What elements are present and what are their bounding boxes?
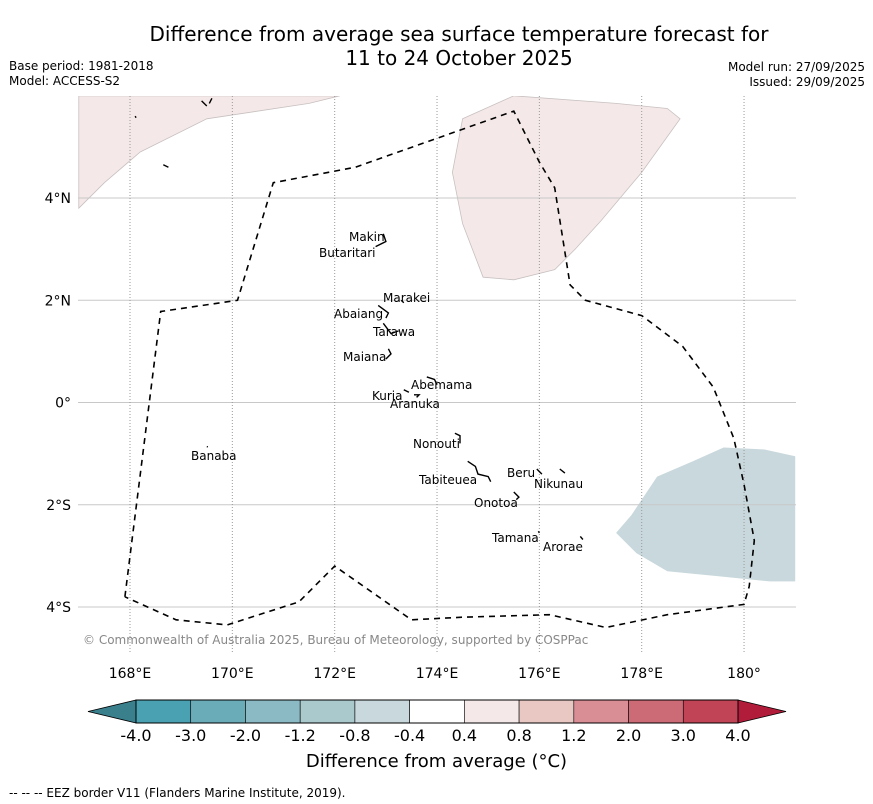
colorbar-tick-label: -3.0	[175, 726, 206, 745]
island-shape	[134, 115, 137, 119]
lon-tick-label: 178°E	[620, 666, 663, 682]
island-shape	[536, 468, 543, 475]
island-label-makin: Makin	[349, 230, 385, 244]
island-label-marakei: Marakei	[383, 291, 430, 305]
colorbar-bin	[464, 699, 520, 724]
island-shape	[426, 376, 438, 385]
island-label-abaiang: Abaiang	[334, 307, 383, 321]
island-label-beru: Beru	[507, 466, 535, 480]
title-line-1: Difference from average sea surface temp…	[149, 22, 769, 46]
longitude-labels: 168°E 170°E 172°E 174°E 176°E 178°E 180°	[109, 666, 761, 682]
island-shape	[513, 491, 520, 501]
copyright-notice: © Commonwealth of Australia 2025, Bureau…	[83, 633, 588, 647]
lon-tick-label: 172°E	[313, 666, 356, 682]
island-shape	[559, 468, 566, 474]
island-label-tamana: Tamana	[491, 531, 539, 545]
island-shape	[377, 304, 390, 319]
lon-tick-label: 174°E	[416, 666, 459, 682]
anomaly-regions	[78, 96, 796, 582]
colorbar-bin	[135, 699, 192, 724]
lon-tick-label: 180°	[727, 666, 761, 682]
base-period: Base period: 1981-2018	[9, 59, 154, 73]
island-shape	[382, 322, 399, 335]
lat-tick-label: 4°S	[46, 600, 71, 616]
map-title: Difference from average sea surface temp…	[0, 22, 873, 70]
colorbar-title: Difference from average (°C)	[305, 751, 568, 772]
island-shape	[537, 530, 540, 534]
colorbar-over-arrow	[737, 699, 787, 724]
island-shape	[454, 432, 461, 444]
island-label-aranuka: Aranuka	[390, 397, 440, 411]
island-label-arorae: Arorae	[543, 540, 583, 554]
colorbar-tick-label: 2.0	[616, 726, 641, 745]
graticule	[78, 96, 796, 654]
lat-tick-label: 0°	[55, 396, 71, 412]
colorbar-bin	[190, 699, 246, 724]
region-warm-anomaly-north-central	[451, 96, 681, 281]
latitude-labels: 4°N 2°N 0° 2°S 4°S	[45, 191, 72, 616]
eez-legend-note: -- -- -- EEZ border V11 (Flanders Marine…	[9, 786, 346, 800]
lon-tick-label: 168°E	[109, 666, 152, 682]
island-shape	[403, 389, 410, 393]
island-label-butaritari: Butaritari	[319, 246, 376, 260]
island-shape	[206, 445, 209, 448]
island-label-nikunau: Nikunau	[534, 477, 583, 491]
island-label-kuria: Kuria	[372, 389, 403, 403]
colorbar-tick-label: -0.8	[339, 726, 370, 745]
colorbar-frame	[135, 699, 739, 724]
region-warm-anomaly-northwest	[78, 96, 340, 210]
meta-right: Model run: 27/09/2025 Issued: 29/09/2025	[728, 60, 865, 90]
colorbar-bin	[245, 699, 301, 724]
island-shape	[208, 97, 213, 104]
island-shape	[579, 535, 584, 540]
colorbar-under-arrow	[87, 699, 137, 724]
model-run: Model run: 27/09/2025	[727, 60, 865, 74]
lat-tick-label: 4°N	[45, 191, 71, 207]
island-shape	[375, 233, 387, 248]
island-label-nonouti: Nonouti	[413, 437, 460, 451]
colorbar-bin	[628, 699, 684, 724]
island-label-maiana: Maiana	[343, 350, 386, 364]
island-label-abemama: Abemama	[411, 378, 472, 392]
colorbar-tick-label: 3.0	[671, 726, 696, 745]
colorbar-bin	[299, 699, 356, 724]
colorbar-bin	[354, 699, 410, 724]
island-shape	[201, 100, 208, 107]
lon-tick-label: 176°E	[518, 666, 561, 682]
colorbar-tick-label: 0.4	[452, 726, 477, 745]
colorbar-tick-label: -1.2	[285, 726, 316, 745]
region-cool-anomaly-southeast	[616, 447, 796, 582]
colorbar: -4.0 -3.0 -2.0 -1.2 -0.8 -0.4 0.4 0.8 1.2 2.0 3.0 4…	[87, 699, 787, 745]
colorbar-tick-label: -4.0	[120, 726, 151, 745]
colorbar-tick-label: 1.2	[561, 726, 586, 745]
lon-tick-label: 170°E	[211, 666, 254, 682]
colorbar-bin	[682, 699, 739, 724]
lat-tick-label: 2°S	[46, 498, 71, 514]
island-shape	[414, 394, 421, 398]
island-shape	[400, 299, 405, 304]
colorbar-tick-label: 4.0	[725, 726, 750, 745]
island-shape	[162, 164, 169, 168]
island-outlines	[134, 97, 584, 540]
colorbar-tick-label: -2.0	[230, 726, 261, 745]
colorbar-bin	[518, 699, 575, 724]
island-label-tarawa: Tarawa	[372, 325, 415, 339]
island-shape	[385, 348, 392, 360]
colorbar-bin	[409, 699, 465, 724]
colorbar-tick-label: -0.4	[394, 726, 425, 745]
colorbar-tick-label: 0.8	[506, 726, 531, 745]
island-label-banaba: Banaba	[191, 449, 237, 463]
island-shape	[467, 460, 492, 483]
colorbar-bin	[573, 699, 629, 724]
lat-tick-label: 2°N	[45, 293, 71, 309]
meta-left: Base period: 1981-2018 Model: ACCESS-S2	[9, 59, 154, 89]
title-line-2: 11 to 24 October 2025	[345, 46, 573, 70]
island-label-onotoa: Onotoa	[474, 496, 518, 510]
island-label-tabiteuea: Tabiteuea	[418, 473, 477, 487]
model-name: Model: ACCESS-S2	[9, 74, 121, 88]
issued-date: Issued: 29/09/2025	[749, 75, 865, 89]
